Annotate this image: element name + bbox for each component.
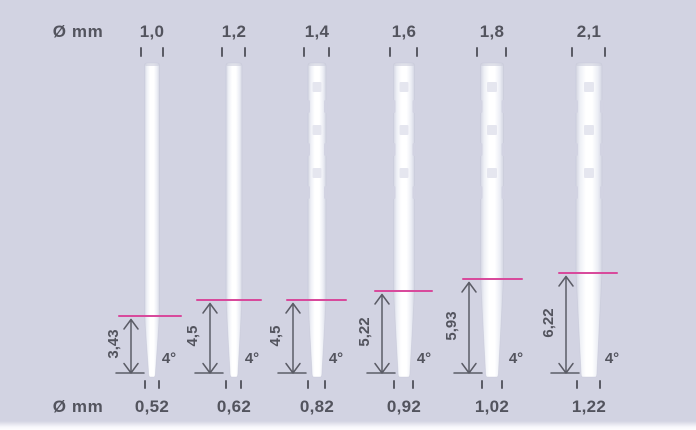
taper-start-marker-line (118, 315, 182, 317)
tip-width-tick (393, 380, 395, 389)
tip-diameter-label: 0,82 (299, 397, 335, 416)
post-illustration (574, 62, 604, 378)
top-diameter-label: 1,6 (391, 22, 417, 41)
top-width-tick (328, 47, 330, 57)
taper-length-arrow (366, 293, 396, 374)
tip-diameter-label: 0,92 (386, 397, 422, 416)
top-width-tick (303, 47, 305, 57)
top-diameter-label: 2,1 (576, 22, 602, 41)
tip-diameter-label: 0,62 (216, 397, 252, 416)
taper-start-marker-line (558, 272, 618, 274)
taper-length-label: 4,5 (184, 325, 201, 347)
taper-length-arrow (453, 281, 483, 374)
tip-width-tick (599, 380, 601, 389)
taper-start-marker-line (196, 299, 262, 301)
top-width-tick (162, 47, 164, 57)
tip-width-tick (158, 380, 160, 389)
tip-width-tick (144, 380, 146, 389)
diameter-unit-label-top: Ø mm (52, 22, 104, 41)
tip-diameter-label: 1,02 (474, 397, 510, 416)
top-width-tick (221, 47, 223, 57)
post-illustration (225, 62, 243, 378)
top-width-tick (244, 47, 246, 57)
diameter-unit-label-bottom: Ø mm (52, 397, 104, 416)
tip-width-tick (225, 380, 227, 389)
taper-angle-label: 4° (328, 350, 344, 367)
top-width-tick (416, 47, 418, 57)
taper-length-label: 4,5 (267, 325, 284, 347)
top-diameter-label: 1,2 (221, 22, 247, 41)
taper-length-label: 5,93 (443, 311, 460, 341)
post-illustration (479, 62, 505, 378)
taper-angle-label: 4° (604, 350, 620, 367)
taper-length-arrow (194, 302, 224, 374)
taper-length-label: 6,22 (540, 308, 557, 338)
taper-angle-label: 4° (416, 350, 432, 367)
tip-diameter-label: 0,52 (134, 397, 170, 416)
top-width-tick (476, 47, 478, 57)
top-width-tick (571, 47, 573, 57)
taper-angle-label: 4° (161, 350, 177, 367)
tip-width-tick (412, 380, 414, 389)
taper-length-label: 3,43 (105, 329, 122, 359)
top-diameter-label: 1,4 (304, 22, 330, 41)
top-width-tick (505, 47, 507, 57)
taper-length-label: 5,22 (356, 317, 373, 347)
top-width-tick (604, 47, 606, 57)
top-diameter-label: 1,8 (479, 22, 505, 41)
tip-diameter-label: 1,22 (571, 397, 607, 416)
post-illustration (144, 62, 160, 378)
taper-angle-label: 4° (244, 350, 260, 367)
bottom-edge-fade (0, 421, 696, 430)
top-diameter-label: 1,0 (139, 22, 165, 41)
tip-width-tick (481, 380, 483, 389)
tip-width-tick (501, 380, 503, 389)
taper-start-marker-line (462, 278, 523, 280)
taper-length-arrow (550, 275, 580, 374)
post-illustration (392, 62, 416, 378)
taper-length-arrow (277, 302, 307, 374)
taper-start-marker-line (286, 299, 347, 301)
taper-length-arrow (115, 318, 145, 374)
post-illustration (306, 62, 328, 378)
tip-width-tick (324, 380, 326, 389)
tip-width-tick (576, 380, 578, 389)
taper-angle-label: 4° (508, 350, 524, 367)
top-width-tick (389, 47, 391, 57)
top-width-tick (140, 47, 142, 57)
taper-start-marker-line (374, 290, 433, 292)
tip-width-tick (240, 380, 242, 389)
tip-width-tick (307, 380, 309, 389)
